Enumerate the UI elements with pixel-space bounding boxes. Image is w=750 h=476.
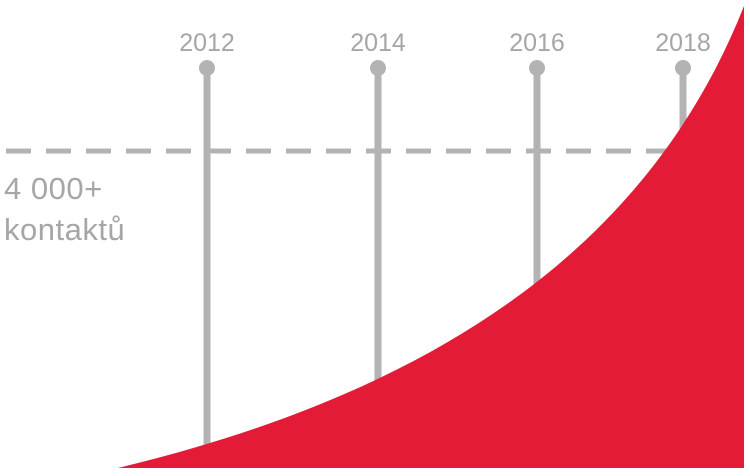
year-label-2018: 2018: [655, 29, 711, 57]
year-dot-2016: [529, 60, 545, 76]
year-label-2016: 2016: [509, 29, 565, 57]
growth-area: [118, 6, 744, 468]
threshold-label: 4 000+ kontaktů: [4, 168, 125, 250]
year-dot-2018: [675, 60, 691, 76]
threshold-label-unit: kontaktů: [4, 212, 126, 247]
year-dot-2014: [370, 60, 386, 76]
year-label-2012: 2012: [179, 29, 235, 57]
year-label-2014: 2014: [350, 29, 406, 57]
year-dot-2012: [199, 60, 215, 76]
threshold-label-value: 4 000+: [4, 171, 103, 206]
